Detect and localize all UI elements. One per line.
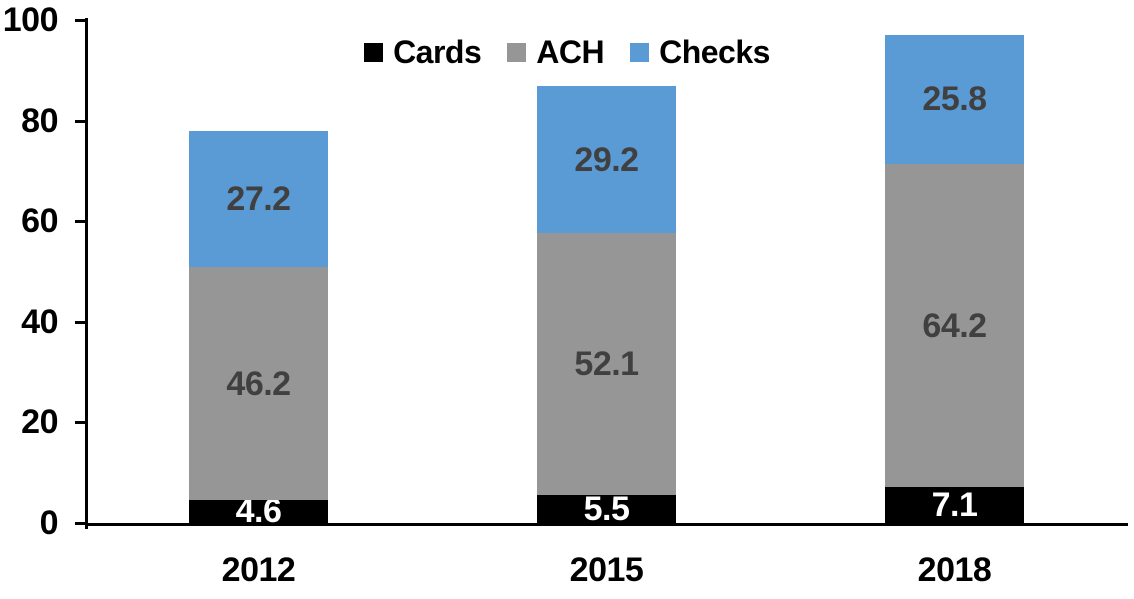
y-axis-tick-label-0: 0 xyxy=(39,504,59,542)
bar-segment-checks-2012 xyxy=(189,130,328,268)
x-axis-category-label-2012: 2012 xyxy=(221,551,296,589)
bar-segment-cards-2015 xyxy=(537,495,676,523)
legend-label-ach: ACH xyxy=(536,34,605,70)
legend-item-ach: ACH xyxy=(507,33,605,71)
y-axis-tick-80 xyxy=(75,120,85,123)
legend-label-checks: Checks xyxy=(659,34,770,70)
y-axis-tick-label-40: 40 xyxy=(21,303,58,341)
y-axis-tick-60 xyxy=(75,220,85,223)
bar-segment-checks-2015 xyxy=(537,86,676,234)
bar-segment-cards-2012 xyxy=(189,499,328,523)
bar-segment-cards-2018 xyxy=(885,487,1024,523)
bar-segment-checks-2018 xyxy=(885,34,1024,165)
y-axis-tick-40 xyxy=(75,321,85,324)
bar-segment-ach-2012 xyxy=(189,267,328,500)
y-axis-tick-100 xyxy=(75,19,85,22)
bar-segment-ach-2018 xyxy=(885,164,1024,488)
y-axis-tick-label-100: 100 xyxy=(2,1,59,39)
legend-item-cards: Cards xyxy=(364,33,482,71)
legend-label-cards: Cards xyxy=(393,34,482,70)
legend-item-checks: Checks xyxy=(630,33,770,71)
y-axis-tick-label-60: 60 xyxy=(21,202,58,240)
y-axis-line xyxy=(85,18,88,529)
y-axis-tick-label-20: 20 xyxy=(21,403,58,441)
legend-swatch-cards xyxy=(364,42,384,62)
y-axis-tick-0 xyxy=(75,522,85,525)
chart-legend: Cards ACH Checks xyxy=(0,33,1134,71)
x-axis-category-label-2015: 2015 xyxy=(569,551,644,589)
y-axis-tick-label-80: 80 xyxy=(21,102,58,140)
legend-swatch-ach xyxy=(507,42,527,62)
bar-segment-ach-2015 xyxy=(537,233,676,496)
x-axis-line xyxy=(85,523,1128,526)
y-axis-tick-20 xyxy=(75,421,85,424)
legend-swatch-checks xyxy=(630,42,650,62)
x-axis-category-label-2018: 2018 xyxy=(917,551,992,589)
